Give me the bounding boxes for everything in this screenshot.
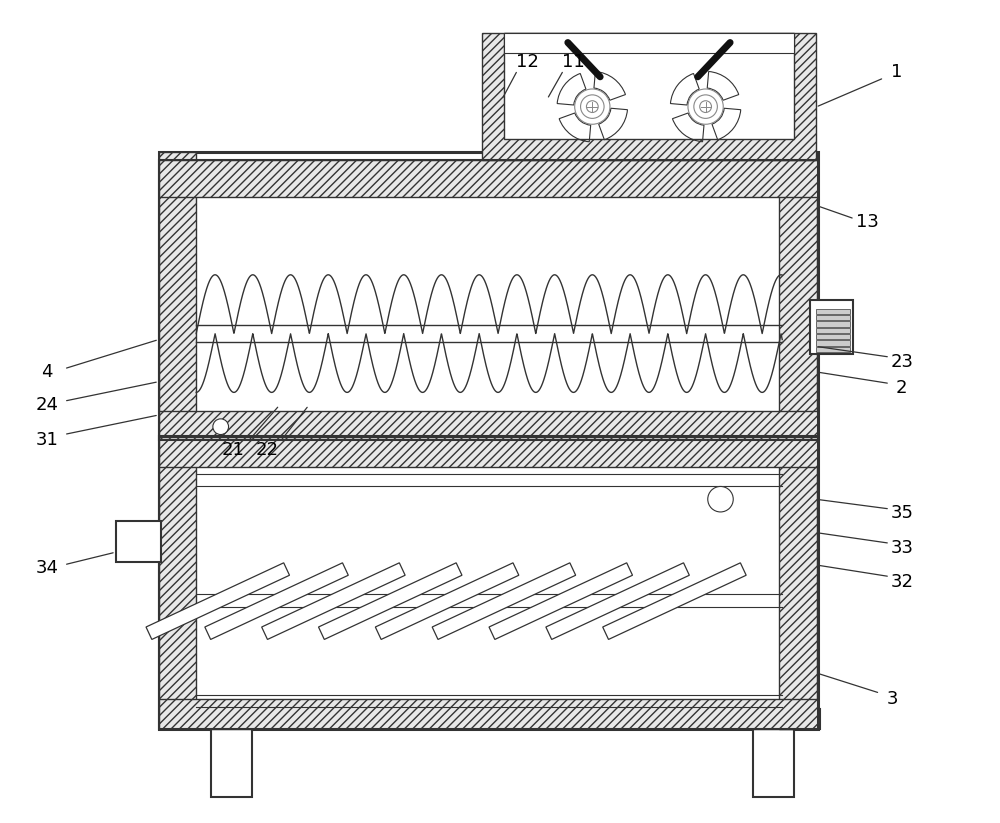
Bar xyxy=(159,160,818,198)
Bar xyxy=(816,346,850,352)
Bar xyxy=(375,563,519,639)
Bar xyxy=(159,699,818,728)
Text: 33: 33 xyxy=(890,539,913,557)
Text: 1: 1 xyxy=(891,63,903,81)
Text: 34: 34 xyxy=(36,559,59,577)
Bar xyxy=(146,563,289,639)
Bar xyxy=(182,709,820,728)
Bar xyxy=(116,521,161,562)
Bar xyxy=(816,341,850,346)
Text: 24: 24 xyxy=(36,396,59,414)
Bar xyxy=(816,315,850,320)
Text: 23: 23 xyxy=(890,353,913,371)
Bar xyxy=(482,33,816,160)
Text: 32: 32 xyxy=(890,573,913,591)
Text: 12: 12 xyxy=(516,53,539,71)
Bar xyxy=(779,152,817,728)
Bar xyxy=(504,33,794,138)
Text: 22: 22 xyxy=(255,441,278,459)
Bar xyxy=(432,563,576,639)
Bar xyxy=(159,438,818,467)
Text: 31: 31 xyxy=(36,431,59,449)
Bar xyxy=(504,33,794,53)
Text: 3: 3 xyxy=(886,690,898,708)
Bar xyxy=(489,563,632,639)
Bar xyxy=(159,152,196,728)
Text: 4: 4 xyxy=(41,363,53,381)
Bar xyxy=(816,328,850,333)
Bar xyxy=(810,300,853,354)
Bar xyxy=(159,411,818,440)
Bar xyxy=(753,724,794,797)
Bar xyxy=(159,152,818,728)
Bar xyxy=(159,160,818,440)
Circle shape xyxy=(213,419,229,435)
Bar xyxy=(205,563,348,639)
Text: 13: 13 xyxy=(856,213,879,231)
Text: 11: 11 xyxy=(562,53,585,71)
Text: 35: 35 xyxy=(890,504,913,522)
Bar xyxy=(816,321,850,327)
Bar xyxy=(603,563,746,639)
Bar xyxy=(319,563,462,639)
Bar xyxy=(816,309,850,314)
Text: 21: 21 xyxy=(222,441,245,459)
Bar xyxy=(546,563,689,639)
Bar xyxy=(816,334,850,339)
Bar xyxy=(159,436,818,728)
Text: 2: 2 xyxy=(896,379,908,398)
Bar xyxy=(262,563,405,639)
Bar xyxy=(211,724,252,797)
Circle shape xyxy=(708,486,733,512)
